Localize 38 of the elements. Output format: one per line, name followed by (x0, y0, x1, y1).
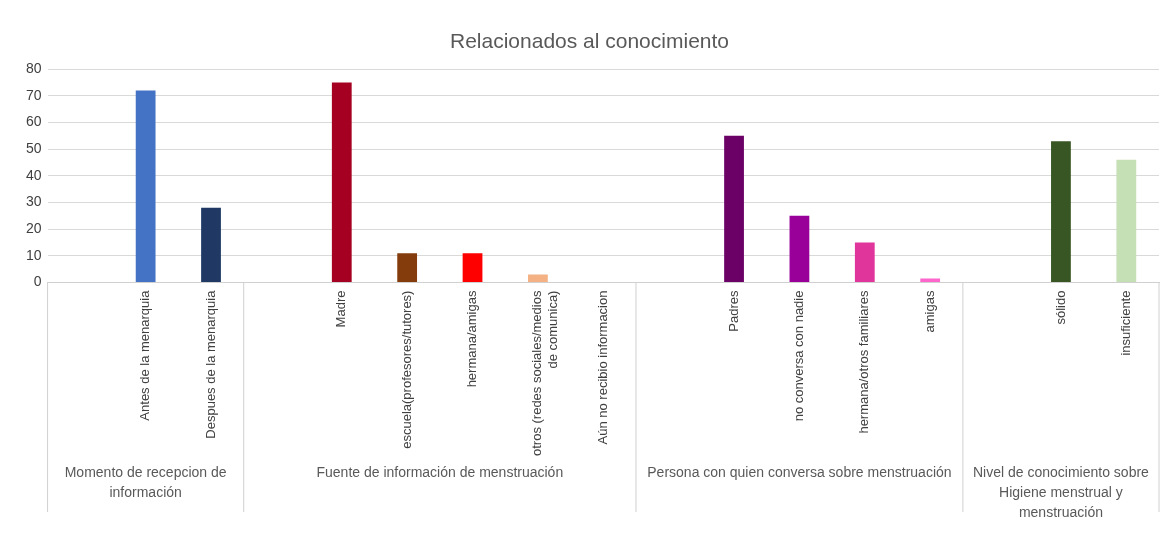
y-tick-label: 30 (25, 193, 42, 210)
x-tick-label: escuela(profesores/tutores) (398, 290, 414, 449)
x-tick-label: no conversa con nadie (791, 290, 806, 422)
bar (331, 82, 352, 283)
x-tick-label: Madre (333, 290, 349, 328)
y-tick-label: 40 (25, 166, 42, 183)
text: Momento de recepcion de información (64, 463, 227, 500)
y-tick-label: 80 (25, 60, 42, 77)
x-tick-label: amigas (921, 290, 937, 333)
y-tick-label: 10 (25, 246, 42, 263)
y-tick-label: 0 (33, 273, 42, 290)
y-tick-label: 70 (25, 86, 42, 103)
bar (1051, 141, 1071, 283)
x-tick-label: Padres (725, 290, 741, 332)
text: Nivel de conocimiento sobre Higiene menstrual y menstruación (973, 463, 1150, 520)
text: Persona con quien conversa sobre menstruación (647, 463, 952, 480)
chart-title: Relacionados al conocimiento (450, 29, 729, 53)
x-tick-label: insuficiente (1117, 290, 1133, 356)
bar (1116, 159, 1137, 283)
bar (135, 90, 156, 283)
bar (397, 253, 418, 283)
bar (789, 215, 810, 283)
x-tick-label: Despues de la menarquia (202, 289, 218, 439)
x-tick-label: sólido (1052, 290, 1068, 325)
bar (201, 207, 221, 283)
x-tick-label: Aún no recibio informacion (594, 290, 610, 445)
x-tick-label: otros (redes sociales/medios de comunica) (529, 290, 561, 457)
y-tick-label: 20 (25, 220, 42, 237)
x-tick-label: hermana/amigas (464, 290, 480, 388)
x-tick-label: Antes de la menarquia (137, 289, 153, 421)
source-note: Fuente de información de menstruación (316, 463, 564, 480)
x-tick-label: hermana/otros familiares (856, 290, 872, 434)
bar (724, 135, 744, 283)
bar (462, 253, 483, 283)
bar (854, 242, 875, 283)
y-tick-label: 60 (25, 113, 42, 130)
bar (528, 274, 548, 283)
y-tick-label: 50 (25, 140, 42, 157)
